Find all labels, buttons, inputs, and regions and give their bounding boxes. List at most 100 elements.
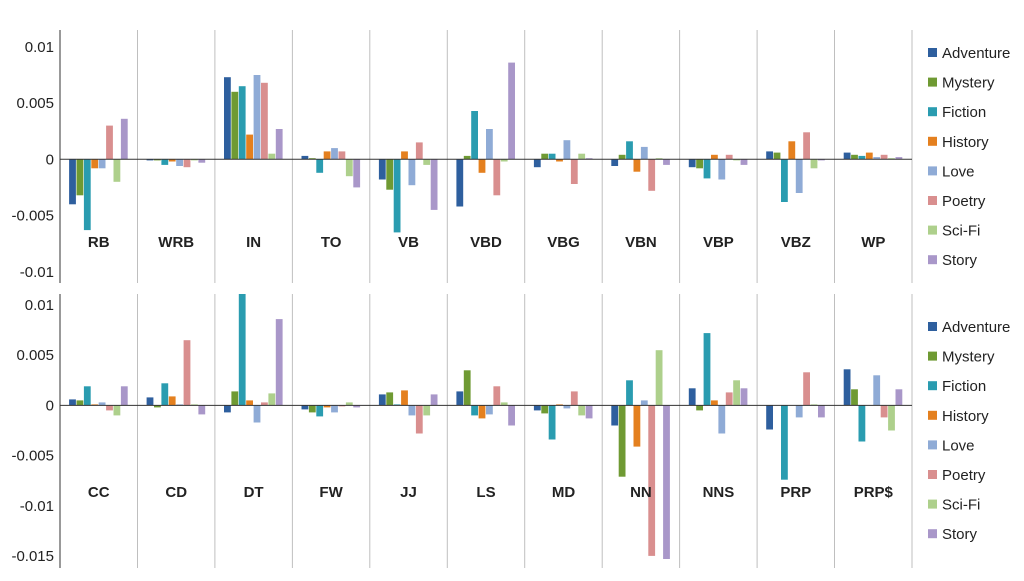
bar-love-to: [331, 148, 338, 160]
legend-label-poetry: Poetry: [942, 467, 986, 484]
bar-fiction-in: [238, 86, 246, 160]
legend-label-story: Story: [942, 526, 978, 543]
bar-story-vb: [430, 159, 438, 210]
bar-mystery-vbd: [463, 155, 471, 160]
bar-adventure-in: [224, 77, 231, 160]
bar-fiction-cd: [161, 383, 169, 406]
bar-poetry-nns: [725, 392, 733, 406]
panel1-category-label: IN: [246, 234, 261, 251]
panel2-ytick-label: 0.01: [25, 297, 54, 314]
bar-story-vbg: [585, 158, 593, 160]
panel2-category-label: LS: [476, 484, 495, 501]
legend-swatch-adventure: [928, 48, 937, 57]
bar-story-nns: [740, 388, 748, 406]
bar-poetry-wrb: [183, 159, 191, 168]
bar-mystery-nn: [618, 405, 626, 477]
panel1-category-label: TO: [321, 234, 342, 251]
legend-label-fiction: Fiction: [942, 104, 986, 121]
bar-poetry-vbp: [725, 154, 733, 160]
bar-fiction-vb: [393, 159, 401, 233]
bar-sci-fi-nns: [733, 380, 740, 406]
bar-history-fw: [323, 405, 331, 408]
legend-swatch-fiction: [928, 107, 937, 117]
bar-story-nn: [663, 405, 670, 559]
bar-love-vbn: [640, 146, 648, 160]
bar-poetry-vbg: [570, 159, 578, 184]
legend-label-history: History: [942, 408, 989, 425]
bar-story-in: [275, 129, 283, 160]
bar-fiction-to: [316, 159, 324, 173]
bar-mystery-wp: [851, 154, 858, 160]
bar-fiction-vbp: [703, 159, 711, 179]
bar-mystery-in: [231, 91, 239, 160]
bar-poetry-md: [570, 391, 578, 406]
bar-adventure-vbz: [766, 151, 773, 160]
bar-love-prp: [795, 405, 803, 418]
legend-label-adventure: Adventure: [942, 319, 1010, 336]
panel1-category-label: VBD: [470, 234, 502, 251]
bar-fiction-ls: [471, 405, 478, 416]
legend-label-love: Love: [942, 437, 975, 454]
panel2-category-label: PRP: [780, 484, 811, 501]
bar-fiction-dt: [238, 294, 246, 406]
bar-poetry-wp: [880, 154, 888, 160]
bar-mystery-prps: [851, 389, 858, 406]
bar-adventure-cc: [69, 399, 76, 406]
bar-sci-fi-jj: [423, 405, 431, 416]
bar-fiction-wrb: [161, 159, 169, 165]
bar-fiction-nns: [703, 333, 711, 406]
legend-label-sci-fi: Sci-Fi: [942, 497, 980, 514]
bar-mystery-cd: [154, 405, 161, 408]
bar-story-rb: [120, 118, 128, 160]
bar-adventure-dt: [224, 405, 231, 413]
panel2-ytick-label: -0.01: [20, 498, 54, 515]
legend-label-history: History: [942, 134, 989, 151]
panel1-category-label: RB: [88, 234, 110, 251]
bar-adventure-wp: [843, 152, 851, 160]
legend-label-mystery: Mystery: [942, 349, 995, 366]
bar-poetry-cd: [183, 340, 191, 406]
bar-sci-fi-ls: [500, 402, 508, 406]
bar-story-prps: [895, 389, 903, 406]
panel2-ytick-label: -0.005: [11, 448, 54, 465]
bar-mystery-fw: [308, 405, 316, 413]
bar-poetry-dt: [261, 402, 268, 406]
bar-history-vbg: [556, 159, 563, 162]
bar-history-vbd: [478, 159, 486, 173]
bar-story-vbn: [663, 159, 670, 165]
legend-label-love: Love: [942, 163, 975, 180]
bar-fiction-rb: [83, 159, 91, 231]
bar-sci-fi-cc: [113, 405, 121, 416]
legend-swatch-story: [928, 255, 937, 265]
legend-swatch-love: [928, 166, 937, 176]
bar-mystery-md: [541, 405, 549, 414]
legend-label-story: Story: [942, 252, 978, 269]
bar-love-nn: [640, 400, 648, 406]
panel2-ytick-label: -0.015: [11, 548, 54, 565]
bar-history-to: [323, 151, 331, 160]
bar-sci-fi-fw: [345, 402, 353, 406]
legend-swatch-story: [928, 529, 937, 539]
bar-poetry-rb: [106, 125, 113, 160]
bar-sci-fi-wp: [888, 158, 895, 160]
bar-sci-fi-vbz: [810, 159, 818, 169]
panel2-category-label: PRP$: [854, 484, 894, 501]
bar-history-wrb: [168, 159, 176, 162]
bar-story-ls: [508, 405, 515, 426]
bar-fiction-vbn: [626, 141, 633, 160]
bar-adventure-jj: [378, 394, 386, 406]
legend-swatch-sci-fi: [928, 225, 937, 235]
bar-fiction-prps: [858, 405, 866, 442]
legend-label-sci-fi: Sci-Fi: [942, 223, 980, 240]
bar-adventure-fw: [301, 405, 309, 410]
bar-history-cd: [168, 396, 176, 406]
bar-mystery-wrb: [154, 159, 161, 161]
bar-history-in: [246, 134, 253, 160]
bar-adventure-vbd: [456, 159, 464, 207]
panel2-ytick-label: 0.005: [16, 347, 54, 364]
bar-fiction-prp: [781, 405, 788, 480]
panel1-ytick-label: 0.01: [25, 39, 54, 56]
bar-fiction-vbg: [548, 153, 556, 160]
bar-adventure-ls: [456, 391, 464, 406]
